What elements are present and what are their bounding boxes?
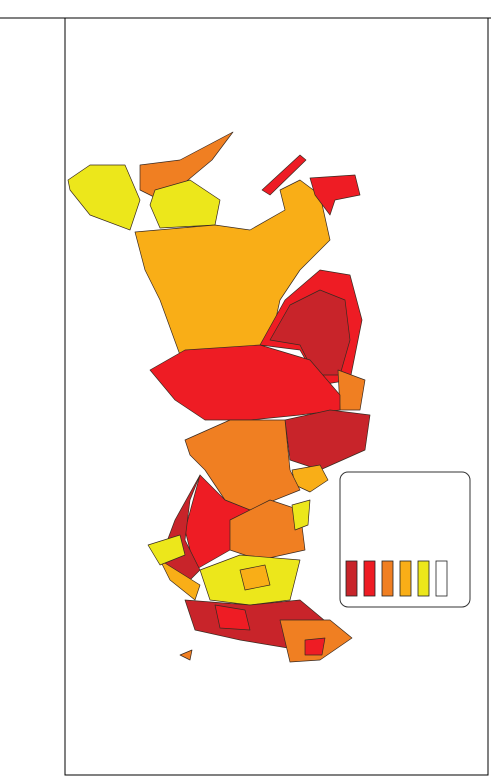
region [239, 564, 271, 591]
region [309, 174, 361, 216]
region [159, 559, 201, 601]
region [134, 179, 331, 356]
legend-swatch [435, 560, 448, 597]
region [337, 369, 366, 411]
region [291, 499, 311, 531]
legend-swatch [345, 560, 358, 597]
region [284, 409, 371, 471]
region [229, 499, 306, 561]
legend-swatch [399, 560, 412, 597]
region [67, 164, 141, 231]
legend-swatch [381, 560, 394, 597]
legend-swatch [363, 560, 376, 597]
region [214, 604, 251, 631]
legend [339, 471, 471, 608]
region [149, 344, 341, 421]
region [179, 649, 193, 661]
region [304, 637, 326, 656]
legend-swatch [417, 560, 430, 597]
region [184, 419, 301, 511]
region [261, 154, 307, 196]
frame [64, 17, 489, 776]
map [67, 131, 371, 663]
region [139, 131, 234, 201]
region [147, 534, 186, 566]
